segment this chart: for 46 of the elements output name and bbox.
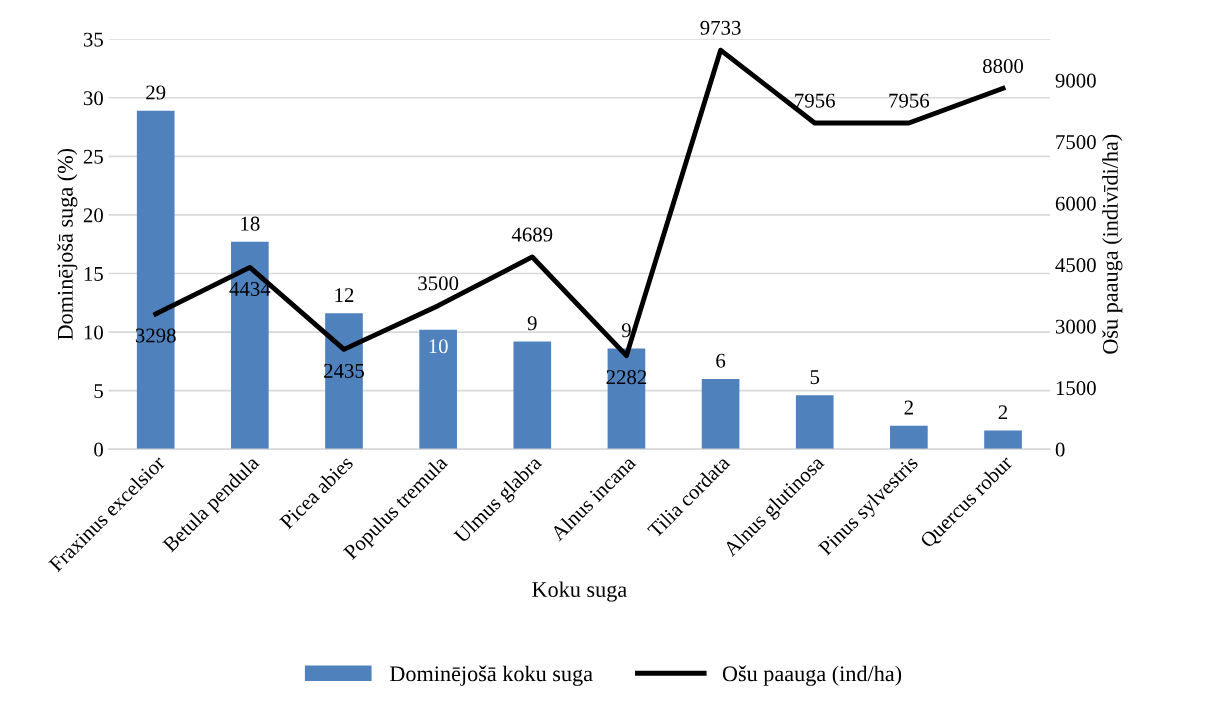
data-label: 9 [527, 316, 537, 331]
y-tick-label: 0 [94, 442, 103, 457]
data-label: 7956 [795, 93, 835, 108]
data-label: 3500 [418, 276, 459, 291]
y2-tick-label: 4500 [1055, 258, 1096, 273]
data-label: 5 [810, 370, 820, 385]
y-tick-label: 35 [83, 32, 103, 47]
y-tick-label: 5 [94, 384, 103, 399]
y-tick-label: 25 [83, 149, 103, 164]
data-label: 2 [904, 400, 913, 415]
y2-tick-label: 7500 [1056, 135, 1096, 150]
data-label: 10 [429, 339, 448, 354]
y2-tick-label: 6000 [1055, 196, 1096, 211]
data-label: 4689 [511, 227, 553, 242]
bar [890, 425, 928, 450]
y-tick-label: 20 [83, 208, 103, 223]
data-label: 18 [241, 216, 260, 231]
legend-label: Ošu paauga (ind/ha) [722, 665, 902, 686]
data-label: 6 [716, 353, 726, 368]
data-label: 9 [621, 323, 631, 338]
bar [231, 241, 269, 450]
bar [136, 110, 175, 450]
y2-tick-label: 9000 [1055, 73, 1096, 88]
bar [325, 313, 363, 450]
data-label: 9733 [700, 20, 741, 35]
y2-axis-title: Ošu paauga (indivīdi/ha) [1102, 134, 1123, 354]
x-axis-title: Koku suga [532, 581, 627, 602]
data-label: 8800 [982, 59, 1024, 74]
data-label: 2 [998, 405, 1008, 420]
bar [607, 348, 646, 450]
y-axis-title: Dominējošā suga (%) [57, 148, 78, 340]
bar [984, 430, 1022, 450]
data-label: 7956 [889, 93, 930, 108]
y2-tick-label: 1500 [1056, 381, 1096, 396]
bar [419, 329, 457, 450]
data-label: 12 [335, 288, 354, 302]
bar [795, 395, 834, 450]
y-tick-label: 30 [83, 91, 103, 106]
bar [513, 341, 552, 450]
y-tick-label: 15 [84, 266, 103, 281]
data-label: 29 [146, 85, 166, 100]
y2-tick-label: 3000 [1055, 319, 1096, 334]
bar [701, 378, 740, 450]
y2-tick-label: 0 [1055, 442, 1065, 457]
legend-label: Dominējošā koku suga [389, 665, 593, 686]
y-tick-label: 10 [84, 325, 103, 340]
